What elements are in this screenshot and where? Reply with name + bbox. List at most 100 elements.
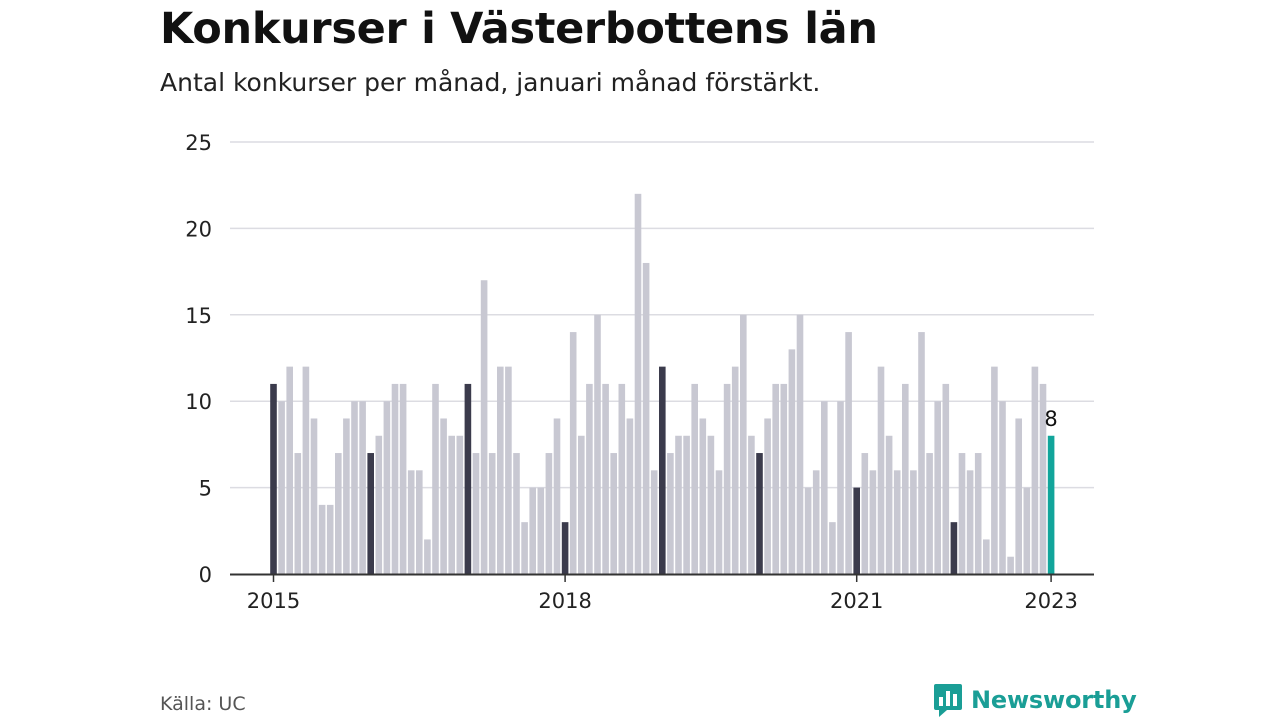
bar (497, 366, 504, 574)
bar (1039, 383, 1047, 574)
bar (974, 453, 982, 574)
bar (942, 383, 950, 574)
bar (910, 470, 917, 574)
bar (821, 401, 828, 574)
x-tick-label: 2021 (830, 589, 883, 613)
bar (472, 453, 480, 574)
bar (812, 470, 820, 574)
bar (748, 435, 755, 574)
bar (569, 332, 577, 574)
bar (918, 332, 925, 574)
bar (796, 314, 804, 574)
bar (715, 470, 723, 574)
bar (691, 383, 698, 574)
bar (991, 366, 998, 574)
bar (302, 366, 310, 574)
bar (667, 453, 674, 574)
bar (659, 366, 666, 574)
bar (966, 470, 974, 574)
bar (578, 435, 585, 574)
bar (893, 470, 901, 574)
bar (286, 366, 293, 574)
bar (772, 383, 779, 574)
bar (626, 418, 634, 574)
x-tick-label: 2015 (247, 589, 300, 613)
bar (529, 487, 536, 574)
bar (675, 435, 682, 574)
bar (326, 504, 334, 574)
brand-name: Newsworthy (971, 686, 1137, 714)
newsworthy-chart-logo-icon (934, 684, 962, 717)
bar (391, 383, 399, 574)
bar (456, 435, 464, 574)
bar (780, 383, 788, 574)
bar (983, 539, 990, 574)
bar (829, 522, 836, 574)
bar (861, 453, 869, 574)
bar (586, 383, 593, 574)
bar (650, 470, 658, 574)
bar (375, 435, 383, 574)
bar (845, 332, 852, 574)
bar (740, 314, 747, 574)
bar (837, 401, 844, 574)
bar (602, 383, 609, 574)
bar (537, 487, 545, 574)
bar (1023, 487, 1031, 574)
bar (351, 401, 358, 574)
bar (464, 383, 472, 574)
chart-subtitle: Antal konkurser per månad, januari månad… (160, 68, 821, 97)
bar (756, 453, 763, 574)
bar (950, 522, 958, 574)
y-tick-label: 10 (185, 390, 212, 414)
bar (723, 383, 731, 574)
bar (432, 383, 439, 574)
y-tick-label: 25 (185, 131, 212, 155)
bar (934, 401, 941, 574)
brand-logo: Newsworthy (933, 682, 1137, 718)
bar (853, 487, 860, 574)
bar (634, 193, 642, 574)
bar (407, 470, 415, 574)
bar (926, 453, 933, 574)
bar (561, 522, 569, 574)
bar (545, 453, 553, 574)
bar (699, 418, 707, 574)
bar (958, 453, 966, 574)
bar (343, 418, 350, 574)
chart-title: Konkurser i Västerbottens län (160, 4, 878, 54)
bar (731, 366, 739, 574)
bar (416, 470, 423, 574)
bar (683, 435, 690, 574)
bar (804, 487, 812, 574)
bar (902, 383, 909, 574)
bar (594, 314, 601, 574)
bar (885, 435, 893, 574)
bar (270, 383, 277, 574)
x-tick-label: 2023 (1024, 589, 1077, 613)
y-tick-label: 0 (199, 563, 212, 587)
bar (1015, 418, 1022, 574)
bar (999, 401, 1006, 574)
source-note: Källa: UC (160, 693, 246, 715)
bar (278, 401, 285, 574)
x-tick-label: 2018 (538, 589, 591, 613)
y-tick-label: 20 (185, 217, 212, 241)
bar (1047, 435, 1055, 574)
bar (383, 401, 391, 574)
bar (1007, 556, 1014, 574)
bar (877, 366, 885, 574)
bar (788, 349, 796, 574)
bar (553, 418, 561, 574)
bar (440, 418, 447, 574)
bar (707, 435, 715, 574)
bar (869, 470, 877, 574)
bar (310, 418, 318, 574)
y-tick-label: 15 (185, 304, 212, 328)
bar (318, 504, 326, 574)
bar (448, 435, 455, 574)
bar (1031, 366, 1039, 574)
y-tick-label: 5 (199, 477, 212, 501)
bar (359, 401, 366, 574)
